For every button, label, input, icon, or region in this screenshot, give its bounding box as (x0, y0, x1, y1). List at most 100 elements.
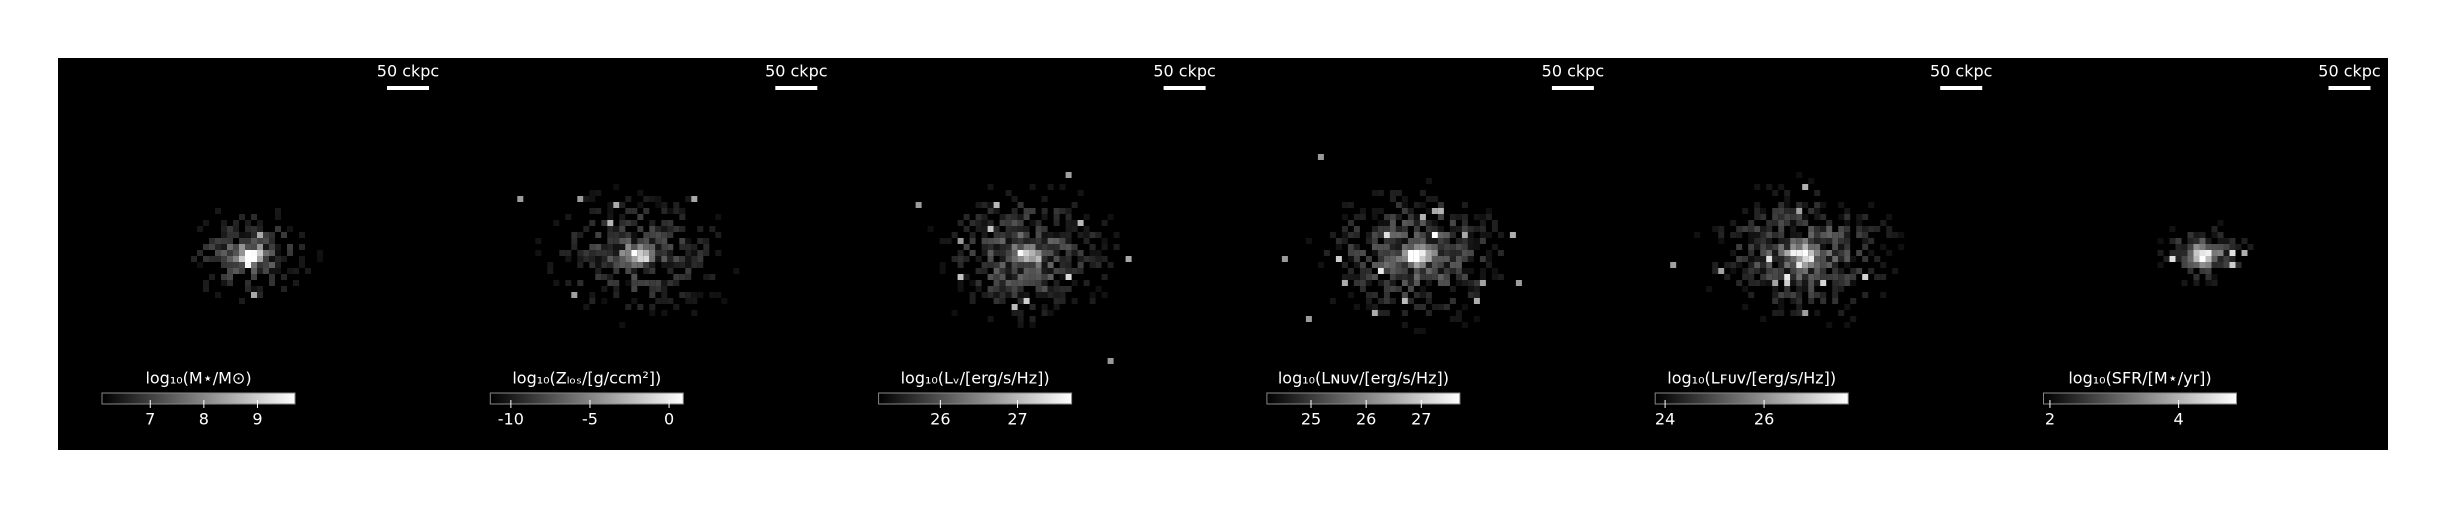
pixel (1778, 238, 1785, 244)
pixel (625, 196, 632, 202)
pixel (667, 262, 674, 268)
pixel (281, 256, 287, 262)
pixel (245, 256, 251, 262)
pixel (1431, 232, 1438, 238)
pixel (703, 244, 710, 250)
pixel (1041, 256, 1048, 262)
pixel (233, 244, 239, 250)
pixel (1101, 220, 1108, 226)
pixel (1371, 214, 1378, 220)
pixel (1461, 322, 1468, 328)
pixel (1461, 220, 1468, 226)
pixel (1808, 232, 1815, 238)
pixel (1017, 256, 1024, 262)
pixel (1071, 268, 1078, 274)
pixel (1802, 286, 1809, 292)
scale-bar-label: 50 ckpc (2318, 62, 2380, 81)
pixel (1862, 214, 1869, 220)
pixel (535, 238, 542, 244)
pixel (1796, 250, 1803, 256)
pixel (2211, 262, 2218, 268)
pixel (1748, 256, 1755, 262)
pixel (1437, 214, 1444, 220)
pixel (643, 256, 650, 262)
pixel (233, 256, 239, 262)
pixel (1377, 232, 1384, 238)
pixel (987, 316, 994, 322)
pixel (1377, 190, 1384, 196)
pixel (1431, 304, 1438, 310)
pixel (1748, 292, 1755, 298)
pixel (1029, 220, 1036, 226)
pixel (1017, 310, 1024, 316)
scale-bar (387, 86, 429, 90)
pixel (1742, 226, 1749, 232)
pixel (1856, 220, 1863, 226)
pixel (1778, 184, 1785, 190)
pixel (1005, 262, 1012, 268)
pixel (963, 244, 970, 250)
pixel (631, 250, 638, 256)
pixel (1383, 256, 1390, 262)
pixel (1431, 262, 1438, 268)
pixel (227, 274, 233, 280)
pixel (1814, 238, 1821, 244)
pixel (993, 202, 1000, 208)
pixel (1017, 268, 1024, 274)
pixel (1029, 238, 1036, 244)
pixel (649, 256, 656, 262)
pixel (1868, 238, 1875, 244)
pixel (1772, 250, 1779, 256)
pixel (1802, 262, 1809, 268)
pixel (963, 274, 970, 280)
pixel (607, 232, 614, 238)
pixel (1419, 256, 1426, 262)
pixel (1341, 274, 1348, 280)
pixel (1670, 262, 1677, 268)
pixel (595, 262, 602, 268)
pixel (1766, 184, 1773, 190)
pixel (1778, 226, 1785, 232)
pixel (643, 262, 650, 268)
pixel (631, 244, 638, 250)
pixel (1017, 244, 1024, 250)
pixel (1041, 262, 1048, 268)
pixel (2205, 268, 2212, 274)
pixel (1023, 292, 1030, 298)
pixel (1281, 256, 1288, 262)
pixel (1071, 226, 1078, 232)
pixel (999, 292, 1006, 298)
pixel (1814, 268, 1821, 274)
pixel (1790, 226, 1797, 232)
pixel (619, 256, 626, 262)
pixel (1766, 262, 1773, 268)
pixel (1353, 232, 1360, 238)
pixel (679, 292, 686, 298)
pixel (661, 232, 668, 238)
pixel (275, 256, 281, 262)
pixel (927, 226, 934, 232)
pixel (673, 262, 680, 268)
pixel (1029, 256, 1036, 262)
pixel (601, 286, 608, 292)
pixel (1029, 244, 1036, 250)
pixel (2157, 250, 2164, 256)
pixel (1041, 286, 1048, 292)
pixel (227, 268, 233, 274)
pixel (1359, 280, 1366, 286)
pixel (691, 310, 698, 316)
pixel (1353, 214, 1360, 220)
pixel (1862, 292, 1869, 298)
pixel (2187, 244, 2194, 250)
pixel (685, 250, 692, 256)
pixel (1461, 280, 1468, 286)
pixel (1317, 262, 1324, 268)
pixel (1437, 268, 1444, 274)
pixel (1035, 286, 1042, 292)
pixel (1383, 292, 1390, 298)
colorbar-label: log₁₀(Lᵥ/[erg/s/Hz]) (901, 369, 1050, 388)
pixel (275, 226, 281, 232)
pixel (1095, 232, 1102, 238)
pixel (1341, 238, 1348, 244)
pixel (565, 214, 572, 220)
